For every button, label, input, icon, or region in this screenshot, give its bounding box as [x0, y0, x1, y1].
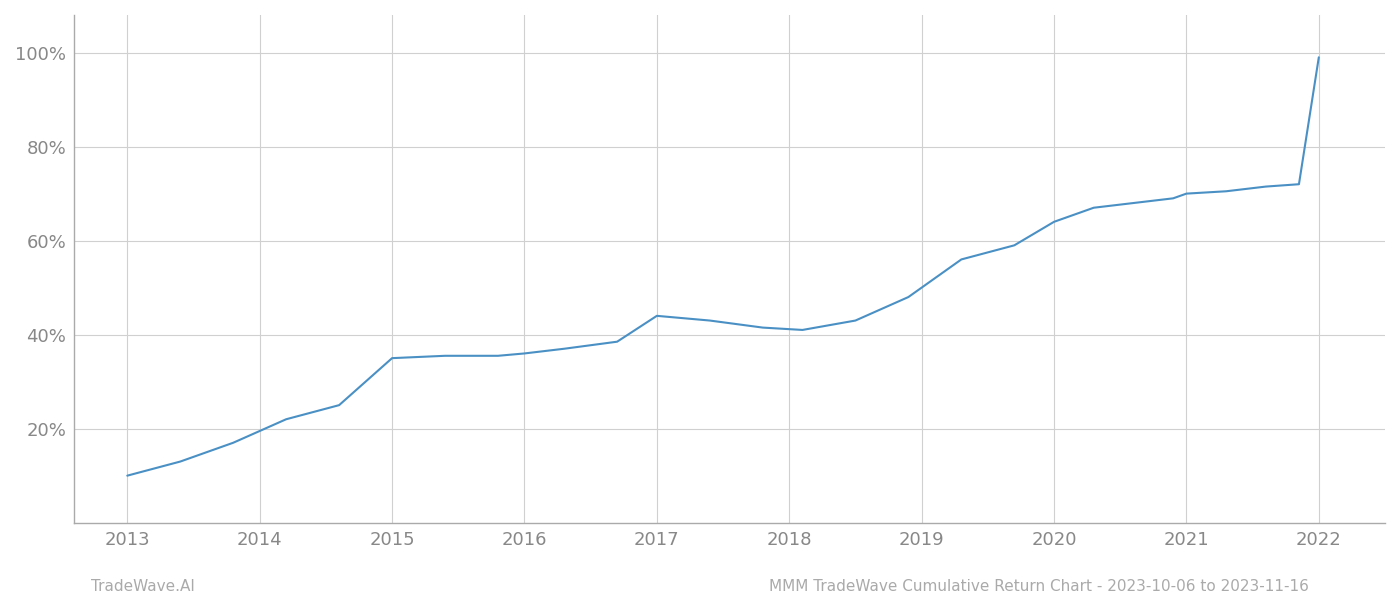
Text: TradeWave.AI: TradeWave.AI	[91, 579, 195, 594]
Text: MMM TradeWave Cumulative Return Chart - 2023-10-06 to 2023-11-16: MMM TradeWave Cumulative Return Chart - …	[769, 579, 1309, 594]
